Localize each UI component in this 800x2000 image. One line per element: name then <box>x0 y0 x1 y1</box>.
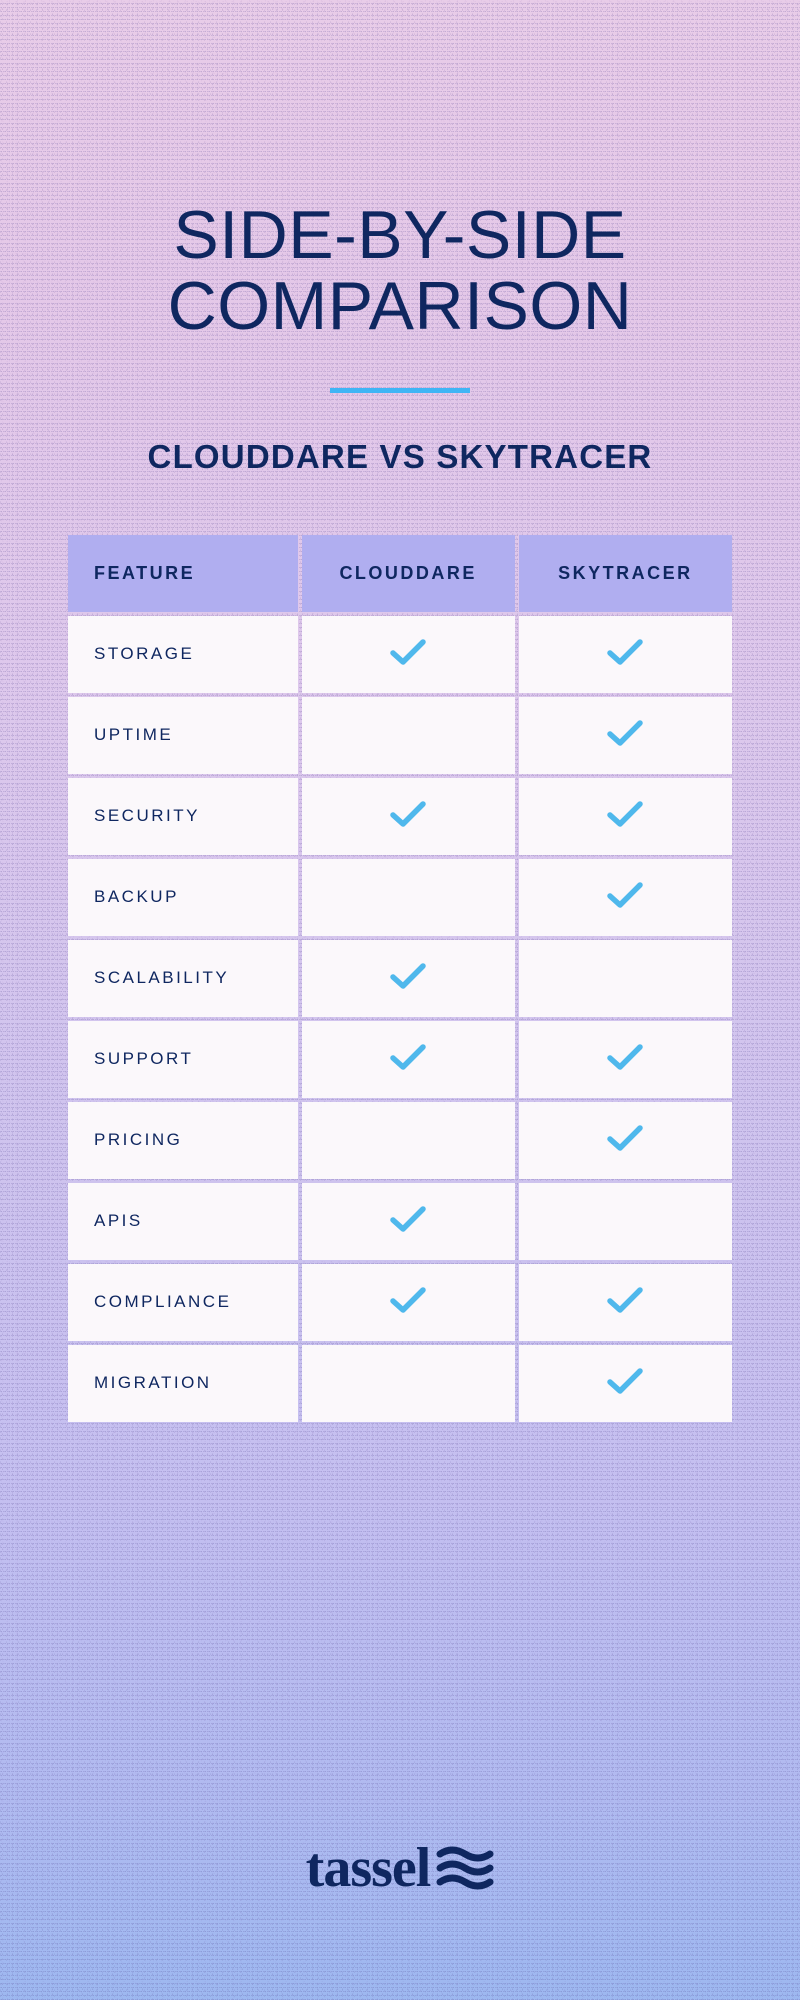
feature-cell: APIS <box>68 1183 298 1260</box>
skytracer-cell <box>519 1021 732 1098</box>
col-header-clouddare: CLOUDDARE <box>302 535 515 612</box>
skytracer-cell <box>519 1345 732 1422</box>
col-header-feature: FEATURE <box>68 535 298 612</box>
feature-cell: UPTIME <box>68 697 298 774</box>
table-row: BACKUP <box>68 859 732 936</box>
feature-cell: SECURITY <box>68 778 298 855</box>
brand-logo-text: tassel <box>306 1836 431 1900</box>
skytracer-cell <box>519 1264 732 1341</box>
table-row: UPTIME <box>68 697 732 774</box>
check-icon <box>605 638 645 666</box>
infographic-content: SIDE-BY-SIDE COMPARISON CLOUDDARE VS SKY… <box>0 0 800 1426</box>
clouddare-cell <box>302 859 515 936</box>
check-icon <box>388 638 428 666</box>
check-icon <box>388 1043 428 1071</box>
table-row: SUPPORT <box>68 1021 732 1098</box>
title-divider <box>330 388 470 393</box>
clouddare-cell <box>302 778 515 855</box>
skytracer-cell <box>519 1183 732 1260</box>
table-row: SCALABILITY <box>68 940 732 1017</box>
table-row: SECURITY <box>68 778 732 855</box>
skytracer-cell <box>519 778 732 855</box>
clouddare-cell <box>302 1345 515 1422</box>
clouddare-cell <box>302 1183 515 1260</box>
check-icon <box>388 800 428 828</box>
feature-cell: COMPLIANCE <box>68 1264 298 1341</box>
col-header-skytracer: SKYTRACER <box>519 535 732 612</box>
table-header-row: FEATURE CLOUDDARE SKYTRACER <box>68 535 732 612</box>
check-icon <box>605 719 645 747</box>
skytracer-cell <box>519 616 732 693</box>
skytracer-cell <box>519 697 732 774</box>
page-title: SIDE-BY-SIDE COMPARISON <box>60 200 740 343</box>
feature-cell: SUPPORT <box>68 1021 298 1098</box>
clouddare-cell <box>302 616 515 693</box>
check-icon <box>605 1367 645 1395</box>
feature-cell: SCALABILITY <box>68 940 298 1017</box>
check-icon <box>605 1286 645 1314</box>
check-icon <box>605 1124 645 1152</box>
table-row: APIS <box>68 1183 732 1260</box>
clouddare-cell <box>302 1102 515 1179</box>
table-row: PRICING <box>68 1102 732 1179</box>
feature-cell: PRICING <box>68 1102 298 1179</box>
table-body: STORAGEUPTIMESECURITYBACKUPSCALABILITYSU… <box>68 616 732 1422</box>
comparison-table: FEATURE CLOUDDARE SKYTRACER STORAGEUPTIM… <box>64 531 736 1426</box>
page-subtitle: CLOUDDARE VS SKYTRACER <box>60 438 740 476</box>
clouddare-cell <box>302 697 515 774</box>
check-icon <box>605 881 645 909</box>
check-icon <box>388 1205 428 1233</box>
table-row: COMPLIANCE <box>68 1264 732 1341</box>
skytracer-cell <box>519 859 732 936</box>
clouddare-cell <box>302 940 515 1017</box>
clouddare-cell <box>302 1264 515 1341</box>
check-icon <box>605 1043 645 1071</box>
table-row: MIGRATION <box>68 1345 732 1422</box>
clouddare-cell <box>302 1021 515 1098</box>
feature-cell: MIGRATION <box>68 1345 298 1422</box>
brand-waves-icon <box>436 1844 494 1892</box>
brand-logo-area: tassel <box>0 1836 800 1900</box>
check-icon <box>388 1286 428 1314</box>
brand-logo: tassel <box>306 1836 495 1900</box>
feature-cell: STORAGE <box>68 616 298 693</box>
check-icon <box>388 962 428 990</box>
skytracer-cell <box>519 940 732 1017</box>
skytracer-cell <box>519 1102 732 1179</box>
feature-cell: BACKUP <box>68 859 298 936</box>
check-icon <box>605 800 645 828</box>
comparison-table-wrap: FEATURE CLOUDDARE SKYTRACER STORAGEUPTIM… <box>60 531 740 1426</box>
table-row: STORAGE <box>68 616 732 693</box>
